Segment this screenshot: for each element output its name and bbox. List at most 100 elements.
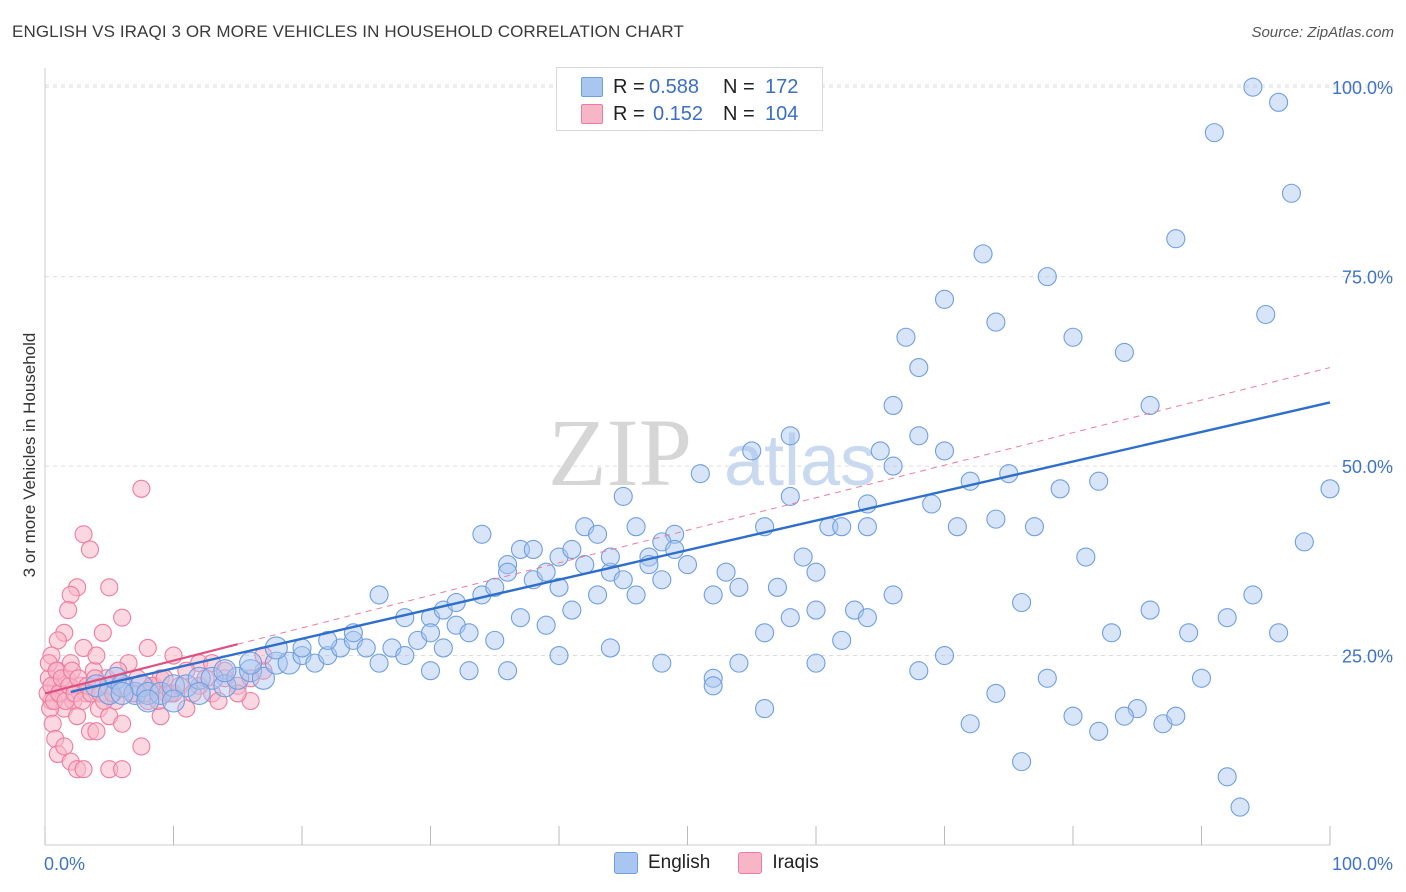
english-point-31 bbox=[459, 623, 479, 643]
english-point-142 bbox=[318, 630, 338, 650]
english-point-55 bbox=[767, 577, 788, 597]
iraqis-point-14 bbox=[87, 646, 106, 665]
iraqis-point-8 bbox=[68, 707, 87, 726]
english-point-67 bbox=[922, 494, 942, 514]
english-point-112 bbox=[883, 585, 903, 605]
english-point-99 bbox=[652, 653, 672, 673]
english-point-140 bbox=[369, 585, 389, 605]
english-legend-swatch bbox=[614, 852, 638, 874]
english-point-66 bbox=[909, 358, 929, 378]
english-point-64 bbox=[883, 395, 903, 416]
english-point-52 bbox=[729, 577, 749, 597]
english-point-150 bbox=[110, 681, 134, 705]
english-point-17 bbox=[277, 651, 301, 675]
english-point-124 bbox=[883, 456, 903, 476]
iraqis-point-48 bbox=[43, 714, 62, 733]
iraqis-trend-extension bbox=[237, 367, 1331, 645]
english-point-97 bbox=[549, 645, 569, 666]
english-point-11 bbox=[200, 666, 224, 690]
english-point-125 bbox=[909, 426, 929, 446]
source-label: Source: ZipAtlas.com bbox=[1251, 24, 1394, 41]
english-point-46 bbox=[652, 570, 672, 590]
iraqis-point-59 bbox=[113, 714, 132, 733]
english-point-143 bbox=[292, 638, 312, 658]
english-point-155 bbox=[510, 608, 531, 628]
series-legend: English Iraqis bbox=[614, 852, 847, 874]
english-point-158 bbox=[587, 585, 608, 605]
english-point-115 bbox=[1037, 668, 1057, 688]
english-point-95 bbox=[1281, 183, 1301, 203]
legend-item-english: English bbox=[614, 852, 710, 874]
iraqis-point-51 bbox=[55, 737, 74, 756]
n-label-english: N = bbox=[723, 75, 755, 98]
english-point-162 bbox=[1320, 479, 1340, 499]
english-points bbox=[84, 77, 1340, 817]
english-point-119 bbox=[729, 653, 749, 673]
english-point-65 bbox=[896, 327, 916, 347]
english-point-24 bbox=[369, 653, 389, 673]
english-point-149 bbox=[136, 689, 160, 713]
english-point-13 bbox=[226, 666, 250, 690]
english-point-39 bbox=[562, 539, 582, 559]
english-point-4 bbox=[123, 681, 147, 705]
english-point-33 bbox=[485, 577, 505, 597]
watermark-atlas: atlas bbox=[724, 421, 876, 501]
english-swatch bbox=[581, 77, 603, 97]
english-point-53 bbox=[742, 441, 762, 461]
english-point-50 bbox=[703, 585, 723, 605]
english-point-117 bbox=[1140, 600, 1160, 620]
english-point-51 bbox=[716, 562, 736, 582]
iraqis-point-18 bbox=[100, 578, 119, 597]
iraqis-points bbox=[38, 479, 273, 779]
english-point-120 bbox=[755, 699, 775, 719]
english-point-14 bbox=[239, 659, 263, 683]
english-point-94 bbox=[1269, 92, 1289, 112]
english-point-48 bbox=[677, 555, 698, 575]
english-point-147 bbox=[187, 681, 211, 705]
iraqis-point-23 bbox=[132, 737, 151, 756]
iraqis-point-66 bbox=[215, 661, 234, 680]
english-point-43 bbox=[613, 486, 633, 506]
english-point-106 bbox=[1012, 752, 1032, 772]
y-tick-label-75: 75.0% bbox=[1342, 268, 1393, 288]
iraqis-point-54 bbox=[74, 760, 93, 779]
english-point-78 bbox=[1063, 327, 1083, 347]
english-legend-label: English bbox=[648, 852, 711, 873]
iraqis-legend-swatch bbox=[738, 852, 763, 874]
english-point-151 bbox=[420, 661, 441, 681]
english-point-100 bbox=[703, 668, 723, 688]
english-point-6 bbox=[136, 681, 160, 705]
english-point-145 bbox=[239, 651, 263, 675]
r-label-english: R = bbox=[613, 75, 645, 98]
english-point-157 bbox=[562, 600, 582, 620]
english-point-76 bbox=[1037, 267, 1057, 287]
english-point-44 bbox=[626, 517, 646, 537]
english-point-130 bbox=[626, 585, 646, 605]
english-point-84 bbox=[1140, 395, 1160, 416]
english-point-153 bbox=[459, 661, 479, 681]
iraqis-point-56 bbox=[113, 760, 132, 779]
english-point-131 bbox=[600, 547, 620, 567]
english-point-165 bbox=[1243, 585, 1263, 605]
english-point-101 bbox=[755, 623, 775, 643]
english-point-74 bbox=[1012, 592, 1032, 613]
english-point-144 bbox=[264, 636, 288, 660]
english-point-114 bbox=[986, 683, 1006, 703]
english-point-132 bbox=[575, 555, 595, 575]
chart-title: ENGLISH VS IRAQI 3 OR MORE VEHICLES IN H… bbox=[12, 22, 684, 41]
iraqis-swatch bbox=[581, 104, 603, 124]
english-point-108 bbox=[1114, 706, 1134, 726]
stats-legend: R = 0.588 N = 172 R = 0.152 N = 104 bbox=[556, 67, 823, 131]
english-point-113 bbox=[934, 645, 955, 666]
x-tick-label-min: 0.0% bbox=[44, 854, 85, 874]
english-point-15 bbox=[251, 666, 276, 690]
english-point-9 bbox=[174, 674, 198, 698]
iraqis-point-43 bbox=[48, 631, 67, 650]
english-point-121 bbox=[780, 608, 800, 628]
x-tick-label-max: 100.0% bbox=[1332, 854, 1393, 874]
y-tick-label-100: 100.0% bbox=[1332, 78, 1393, 98]
english-point-127 bbox=[986, 509, 1006, 529]
english-point-37 bbox=[536, 562, 556, 582]
iraqis-point-40 bbox=[61, 585, 80, 604]
